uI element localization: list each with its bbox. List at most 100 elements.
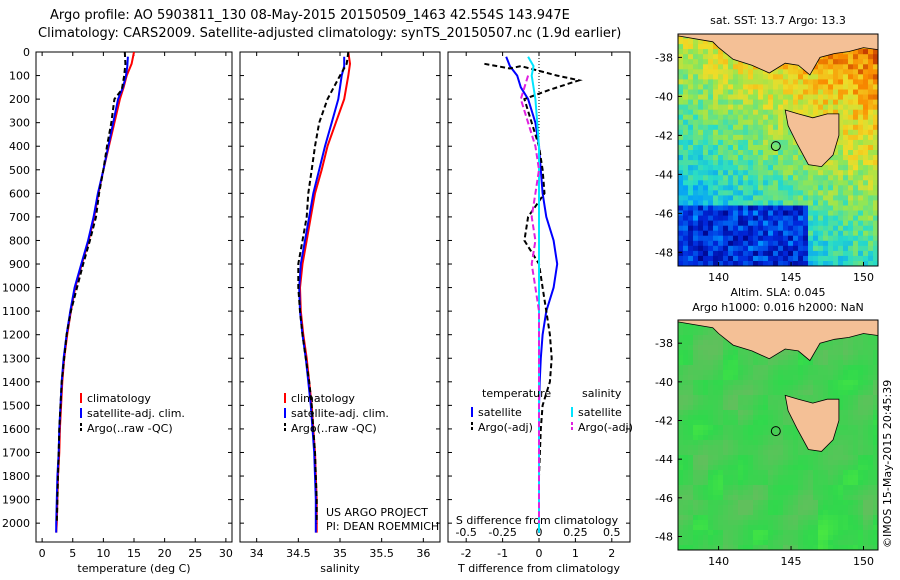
map-cell xyxy=(748,190,754,196)
map-cell xyxy=(868,240,874,247)
map-cell xyxy=(863,230,869,237)
map-cell xyxy=(743,470,749,476)
map-cell xyxy=(853,375,859,381)
map-cell xyxy=(828,104,834,111)
map-cell xyxy=(773,370,779,376)
map-cell xyxy=(873,139,878,146)
map-cell xyxy=(678,530,684,536)
map-cell xyxy=(818,104,824,111)
map-cell xyxy=(853,410,859,416)
map-cell xyxy=(718,54,724,60)
map-cell xyxy=(683,109,689,116)
map-cell xyxy=(678,180,684,186)
map-cell xyxy=(873,520,878,526)
map-cell xyxy=(793,545,799,550)
map-cell xyxy=(753,225,759,232)
map-cell xyxy=(853,245,859,252)
map-cell xyxy=(773,495,779,501)
map-cell xyxy=(733,185,739,191)
map-cell xyxy=(778,69,784,75)
map-cell xyxy=(748,160,754,166)
map-cell xyxy=(688,160,694,166)
map-cell xyxy=(788,210,794,217)
map-cell xyxy=(743,520,749,526)
map-cell xyxy=(813,94,819,101)
map-cell xyxy=(768,84,774,90)
map-cell xyxy=(818,79,824,85)
map-cell xyxy=(703,175,709,181)
map-cell xyxy=(703,410,709,416)
map-cell xyxy=(858,485,864,491)
map-cell xyxy=(828,365,834,371)
map-cell xyxy=(693,180,699,186)
map-cell xyxy=(768,380,774,386)
map-cell xyxy=(693,545,699,550)
map-cell xyxy=(833,261,839,266)
map-cell xyxy=(863,99,869,106)
map-cell xyxy=(853,69,859,75)
map-cell xyxy=(783,490,789,496)
map-cell xyxy=(708,165,714,171)
map-cell xyxy=(728,545,734,550)
map-cell xyxy=(733,390,739,396)
map-cell xyxy=(778,261,784,266)
map-cell xyxy=(728,380,734,386)
map-cell xyxy=(803,455,809,461)
map-cell xyxy=(813,510,819,516)
map-cell xyxy=(793,200,799,206)
map-cell xyxy=(863,220,869,227)
map-cell xyxy=(868,160,874,166)
map-cell xyxy=(758,99,764,106)
x-top-tick-label: -0.25 xyxy=(488,526,516,539)
map-cell xyxy=(683,49,689,55)
map-cell xyxy=(788,380,794,386)
map-cell xyxy=(798,165,804,171)
map-cell xyxy=(783,200,789,206)
map-cell xyxy=(678,450,684,456)
map-cell xyxy=(743,505,749,511)
map-cell xyxy=(823,205,829,212)
map-cell xyxy=(863,155,869,161)
map-cell xyxy=(803,185,809,191)
legend-label: satellite-adj. clim. xyxy=(291,407,389,420)
map-cell xyxy=(758,119,764,126)
map-cell xyxy=(733,500,739,506)
map-field xyxy=(678,34,878,266)
map-cell xyxy=(698,129,704,136)
map-cell xyxy=(703,190,709,196)
map-x-tick-label: 140 xyxy=(708,555,729,568)
map-cell xyxy=(758,400,764,406)
map-cell xyxy=(873,124,878,131)
map-cell xyxy=(718,340,724,346)
map-cell xyxy=(838,160,844,166)
map-cell xyxy=(823,450,829,456)
map-cell xyxy=(773,124,779,131)
map-cell xyxy=(843,134,849,141)
map-cell xyxy=(748,515,754,521)
map-cell xyxy=(823,485,829,491)
map-cell xyxy=(758,139,764,146)
map-cell xyxy=(708,535,714,541)
map-cell xyxy=(873,94,878,101)
map-cell xyxy=(788,180,794,186)
map-cell xyxy=(768,390,774,396)
map-cell xyxy=(853,119,859,126)
map-cell xyxy=(713,545,719,550)
map-cell xyxy=(733,465,739,471)
map-cell xyxy=(748,450,754,456)
map-cell xyxy=(723,400,729,406)
map-cell xyxy=(783,205,789,212)
map-cell xyxy=(783,480,789,486)
map-cell xyxy=(683,360,689,366)
map-cell xyxy=(713,139,719,146)
map-cell xyxy=(808,84,814,90)
map-cell xyxy=(773,104,779,111)
map-cell xyxy=(728,515,734,521)
map-cell xyxy=(718,190,724,196)
map-cell xyxy=(738,365,744,371)
map-cell xyxy=(763,440,769,446)
map-cell xyxy=(688,410,694,416)
map-cell xyxy=(873,175,878,181)
map-cell xyxy=(743,445,749,451)
map-cell xyxy=(743,495,749,501)
